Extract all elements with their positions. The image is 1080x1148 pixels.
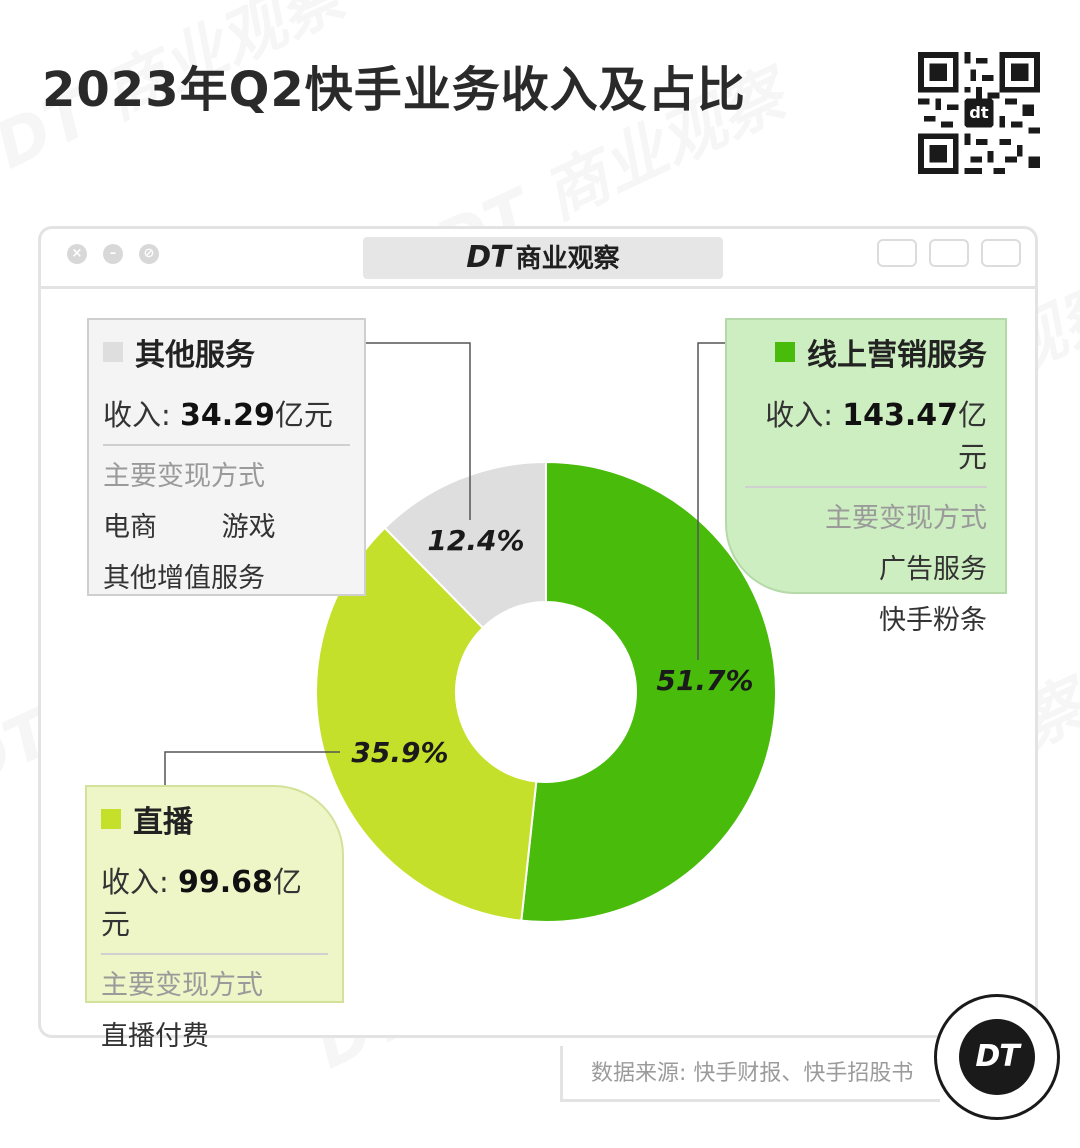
- divider: [103, 444, 350, 446]
- card-title-text: 其他服务: [135, 338, 255, 373]
- svg-text:dt: dt: [969, 103, 989, 122]
- close-icon: ×: [67, 244, 87, 264]
- record-icon: [877, 239, 917, 267]
- slice-other: [383, 460, 547, 630]
- monetization-heading: 主要变现方式: [101, 970, 263, 1001]
- monetization-heading: 主要变现方式: [825, 503, 987, 534]
- chart-data-labels: 12.4% 51.7% 35.9%: [351, 524, 753, 769]
- block-icon: ⊘: [139, 244, 159, 264]
- legend-swatch-live: [101, 809, 121, 829]
- revenue-unit: 亿元: [957, 398, 987, 474]
- monetization-item: 广告服务: [879, 554, 987, 585]
- divider: [101, 953, 328, 955]
- leader-line-online: [697, 342, 725, 660]
- monetization-item: 直播付费: [101, 1021, 209, 1052]
- card-title: 直播: [101, 797, 328, 841]
- revenue-line: 收入: 143.47亿元: [745, 392, 987, 476]
- slice-online-marketing: [520, 460, 777, 923]
- data-label-other: 12.4%: [427, 524, 524, 557]
- legend-swatch-other: [103, 342, 123, 362]
- leader-line-live: [164, 751, 340, 785]
- revenue-label: 收入:: [765, 398, 843, 432]
- minimize-icon: –: [103, 244, 123, 264]
- revenue-label: 收入:: [103, 398, 180, 432]
- monetization-item: 电商: [103, 512, 157, 543]
- brand-bar: DT 商业观察: [363, 237, 723, 279]
- legend-swatch-online: [775, 342, 795, 362]
- monetization-heading: 主要变现方式: [103, 461, 265, 492]
- monetization-item: 快手粉条: [879, 605, 987, 636]
- page-title: 2023年Q2快手业务收入及占比: [42, 62, 746, 118]
- dt-logo: DT: [934, 994, 1060, 1120]
- card-other-services: 其他服务 收入: 34.29亿元 主要变现方式 电商 游戏 其他增值服务: [87, 318, 366, 596]
- revenue-label: 收入:: [101, 865, 178, 899]
- leader-line-other: [366, 342, 471, 520]
- data-label-online: 51.7%: [656, 664, 753, 697]
- card-title-text: 线上营销服务: [807, 338, 987, 373]
- monetization-items: 电商 游戏: [103, 505, 350, 544]
- card-title: 线上营销服务: [745, 330, 987, 374]
- data-label-live: 35.9%: [351, 736, 448, 769]
- brand-name: 商业观察: [515, 244, 620, 274]
- revenue-value: 143.47: [842, 398, 958, 433]
- card-title-text: 直播: [133, 805, 193, 840]
- data-source-note: 数据来源: 快手财报、快手招股书: [560, 1046, 940, 1102]
- card-title: 其他服务: [103, 330, 350, 374]
- card-live-streaming: 直播 收入: 99.68亿元 主要变现方式 直播付费: [85, 785, 344, 1052]
- monetization-item: 游戏: [221, 512, 276, 543]
- share-icon: [929, 239, 969, 267]
- revenue-unit: 亿元: [274, 398, 333, 432]
- brand-dt: DT: [466, 240, 510, 275]
- window-titlebar: × – ⊘ DT 商业观察: [41, 229, 1035, 289]
- revenue-line: 收入: 34.29亿元: [103, 392, 350, 434]
- qr-code: dt: [918, 52, 1040, 174]
- monetization-item: 其他增值服务: [103, 563, 265, 594]
- divider: [745, 486, 987, 488]
- revenue-value: 99.68: [178, 865, 273, 900]
- card-online-marketing: 线上营销服务 收入: 143.47亿元 主要变现方式 广告服务 快手粉条: [725, 318, 1007, 636]
- dt-logo-text: DT: [959, 1019, 1035, 1095]
- revenue-unit: 亿元: [101, 865, 302, 941]
- revenue-value: 34.29: [180, 398, 275, 433]
- chart-slices: [315, 460, 777, 923]
- copy-icon: [981, 239, 1021, 267]
- revenue-line: 收入: 99.68亿元: [101, 859, 328, 943]
- leader-lines: [164, 342, 725, 785]
